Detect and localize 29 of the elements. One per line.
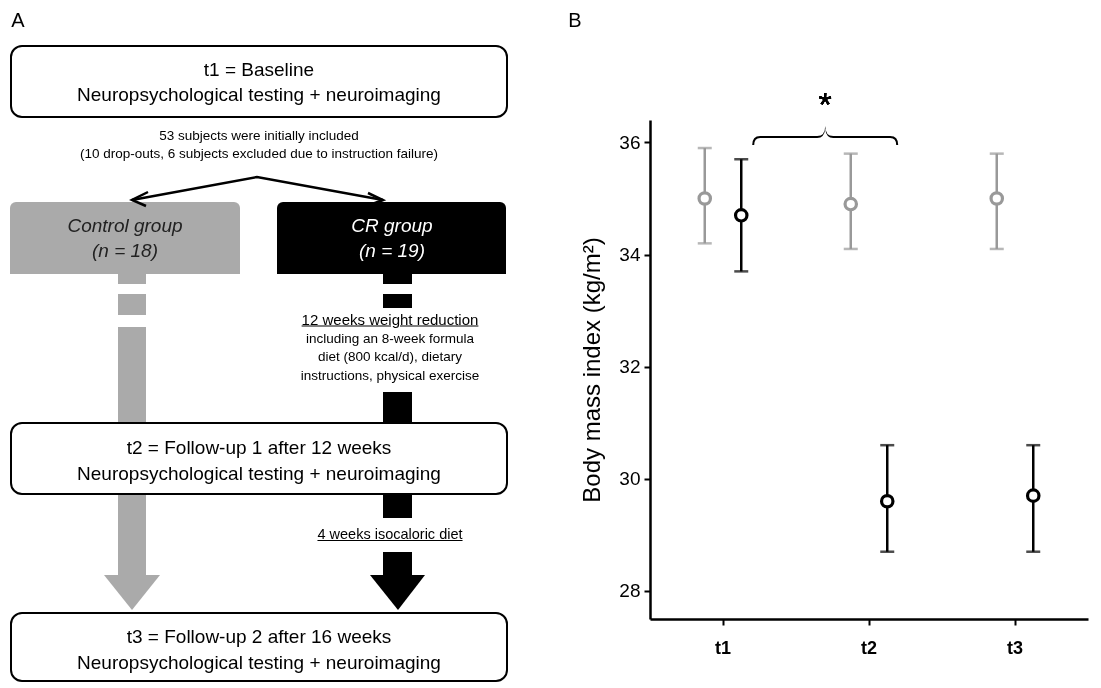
text: 53 subjects were initially included: [159, 127, 359, 143]
text: diet (800 kcal/d), dietary: [317, 348, 463, 364]
text: Control group: [67, 215, 183, 237]
y-tick-label: 28: [619, 580, 641, 602]
text: (n = 19): [358, 240, 426, 262]
text: t1 = Baseline: [203, 59, 315, 81]
x-tick-label: t2: [860, 637, 878, 658]
y-tick-label: 34: [619, 244, 641, 266]
text: A: [11, 8, 25, 32]
text: CR group: [351, 215, 433, 237]
text: instructions, physical exercise: [300, 367, 480, 383]
text: (10 drop-outs, 6 subjects excluded due to instruction failure): [80, 145, 438, 161]
y-tick-label: 30: [619, 468, 641, 490]
text: t2 = Follow-up 1 after 12 weeks: [126, 437, 392, 459]
text: including an 8-week formula: [305, 330, 475, 346]
x-tick-label: t3: [1006, 637, 1024, 658]
y-axis-title: Body mass index (kg/m²): [578, 237, 606, 503]
x-tick-label: t1: [714, 637, 732, 658]
annotation: *: [818, 85, 832, 123]
text: Neuropsychological testing + neuroimaging: [77, 652, 441, 674]
y-tick-label: 32: [619, 356, 641, 378]
text: 4 weeks isocaloric diet: [317, 526, 463, 542]
y-tick-label: 36: [619, 131, 641, 153]
text: (n = 18): [91, 240, 159, 262]
text: t3 = Follow-up 2 after 16 weeks: [126, 626, 392, 648]
chart-title: B: [568, 8, 582, 32]
text: Neuropsychological testing + neuroimaging: [77, 84, 441, 106]
text: Neuropsychological testing + neuroimaging: [77, 463, 441, 485]
text: 12 weeks weight reduction: [301, 310, 479, 328]
